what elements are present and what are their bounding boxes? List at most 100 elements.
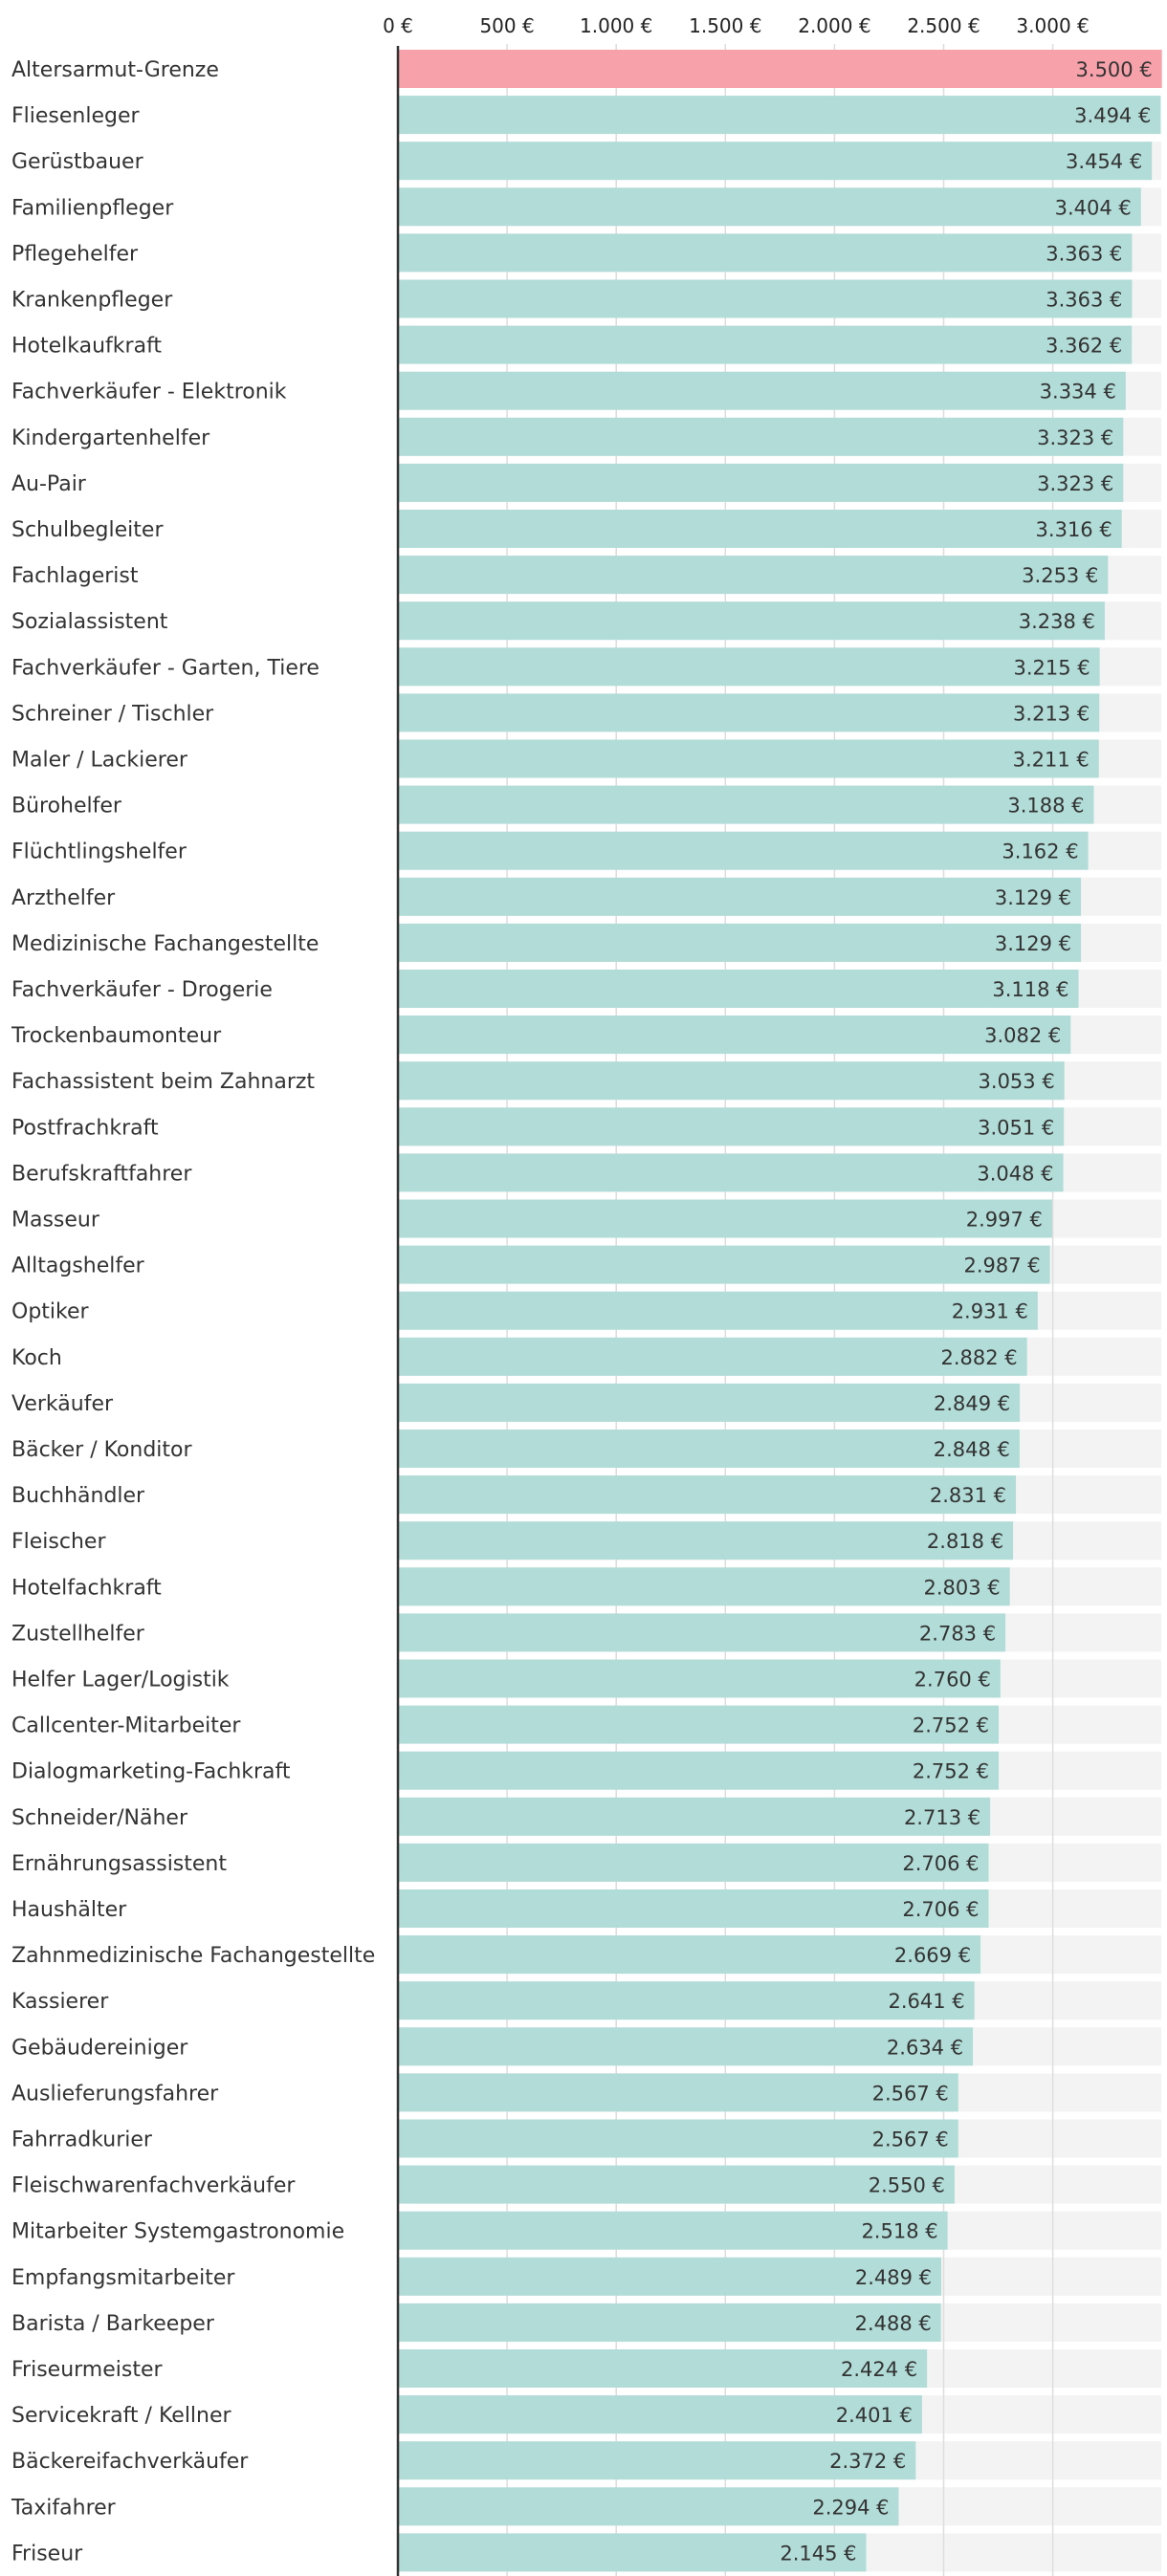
category-label: Bäckereifachverkäufer <box>11 2450 249 2474</box>
bar <box>398 831 1089 870</box>
bar <box>398 1291 1038 1330</box>
value-label: 2.752 € <box>913 1714 989 1737</box>
value-label: 2.706 € <box>902 1852 979 1875</box>
bar <box>398 2119 958 2158</box>
category-label: Masseur <box>11 1209 100 1233</box>
bar <box>398 1613 1006 1652</box>
bars <box>398 50 1162 2572</box>
value-label: 3.213 € <box>1013 702 1090 725</box>
category-label: Ernährungsassistent <box>11 1852 227 1876</box>
value-label: 3.363 € <box>1046 242 1122 265</box>
value-label: 3.323 € <box>1037 426 1113 449</box>
value-label: 2.567 € <box>872 2082 949 2105</box>
category-label: Fachverkäufer - Elektronik <box>11 381 287 404</box>
category-labels: Altersarmut-Grenze Fliesenleger Gerüstbaue… <box>11 58 375 2565</box>
value-label: 2.760 € <box>914 1669 991 1692</box>
bar <box>398 1797 991 1836</box>
category-label: Servicekraft / Kellner <box>11 2404 232 2428</box>
category-label: Sozialassistent <box>11 610 168 634</box>
category-label: Flüchtlingshelfer <box>11 840 187 864</box>
category-label: Friseurmeister <box>11 2358 164 2382</box>
value-label: 3.404 € <box>1055 196 1132 219</box>
bar <box>398 1705 1000 1744</box>
bar <box>398 693 1100 732</box>
bar <box>398 2165 955 2204</box>
value-label: 2.803 € <box>923 1576 1000 1599</box>
value-label: 2.706 € <box>902 1898 979 1921</box>
category-label: Koch <box>11 1346 62 1370</box>
value-label: 2.518 € <box>861 2220 937 2243</box>
bar <box>398 1383 1021 1422</box>
value-label: 2.783 € <box>919 1622 996 1645</box>
bar <box>398 1199 1052 1238</box>
bar <box>398 1430 1020 1468</box>
category-label: Taxifahrer <box>11 2496 117 2520</box>
value-label: 2.997 € <box>966 1209 1043 1232</box>
category-label: Bürohelfer <box>11 795 122 819</box>
value-label: 3.316 € <box>1036 518 1112 541</box>
value-label: 3.494 € <box>1074 104 1151 127</box>
bar <box>398 417 1124 456</box>
category-label: Barista / Barkeeper <box>11 2312 215 2336</box>
value-label: 2.489 € <box>855 2266 932 2289</box>
value-label: 2.488 € <box>855 2312 932 2335</box>
value-label: 2.931 € <box>952 1300 1028 1323</box>
value-label: 2.634 € <box>887 2036 963 2059</box>
x-tick-label: 1.500 € <box>689 14 761 37</box>
category-label: Berufskraftfahrer <box>11 1162 192 1186</box>
bar <box>398 325 1133 364</box>
value-label: 3.129 € <box>995 886 1071 909</box>
bar <box>398 233 1133 273</box>
bar <box>398 1107 1065 1146</box>
category-label: Medizinische Fachangestellte <box>11 932 319 956</box>
bar <box>398 1153 1064 1192</box>
category-label: Fachverkäufer - Drogerie <box>11 978 273 1002</box>
category-label: Mitarbeiter Systemgastronomie <box>11 2220 344 2244</box>
category-label: Bäcker / Konditor <box>11 1438 193 1462</box>
value-label: 3.211 € <box>1013 749 1090 772</box>
bar <box>398 1981 975 2020</box>
bar <box>398 2349 928 2388</box>
x-tick-label: 1.000 € <box>580 14 652 37</box>
bar <box>398 556 1109 595</box>
category-label: Zahnmedizinische Fachangestellte <box>11 1944 375 1968</box>
value-label: 3.238 € <box>1019 610 1095 633</box>
category-label: Fliesenleger <box>11 104 141 128</box>
value-label: 2.882 € <box>941 1346 1018 1369</box>
bar <box>398 2211 948 2250</box>
value-label: 2.831 € <box>930 1484 1006 1507</box>
category-label: Alltagshelfer <box>11 1255 145 1278</box>
bar <box>398 1475 1017 1515</box>
bar <box>398 2441 916 2480</box>
bar <box>398 1015 1071 1055</box>
bar <box>398 785 1094 824</box>
bar-highlight <box>398 50 1162 88</box>
value-label: 2.987 € <box>963 1255 1040 1277</box>
value-label: 2.818 € <box>927 1530 1003 1553</box>
bar <box>398 1843 989 1882</box>
value-label: 3.082 € <box>984 1024 1061 1047</box>
bar <box>398 2395 922 2434</box>
value-label: 3.048 € <box>977 1162 1053 1185</box>
value-label: 3.323 € <box>1037 472 1113 495</box>
category-label: Postfrachkraft <box>11 1116 159 1140</box>
bar <box>398 877 1082 916</box>
value-label: 3.051 € <box>978 1116 1054 1139</box>
bar <box>398 1337 1027 1376</box>
value-label: 2.567 € <box>872 2128 949 2151</box>
value-label: 2.145 € <box>780 2542 856 2565</box>
bar <box>398 510 1122 548</box>
value-label: 3.129 € <box>995 932 1071 955</box>
category-label: Maler / Lackierer <box>11 749 188 773</box>
bar <box>398 1935 981 1975</box>
category-label: Verkäufer <box>11 1392 114 1416</box>
category-label: Fahrradkurier <box>11 2128 153 2152</box>
bar <box>398 601 1105 641</box>
x-tick-label: 3.000 € <box>1016 14 1089 37</box>
bar <box>398 923 1082 962</box>
value-label: 3.215 € <box>1014 656 1090 679</box>
category-label: Fachlagerist <box>11 564 139 588</box>
category-label: Au-Pair <box>11 472 87 496</box>
category-label: Hotelkaufkraft <box>11 335 162 359</box>
